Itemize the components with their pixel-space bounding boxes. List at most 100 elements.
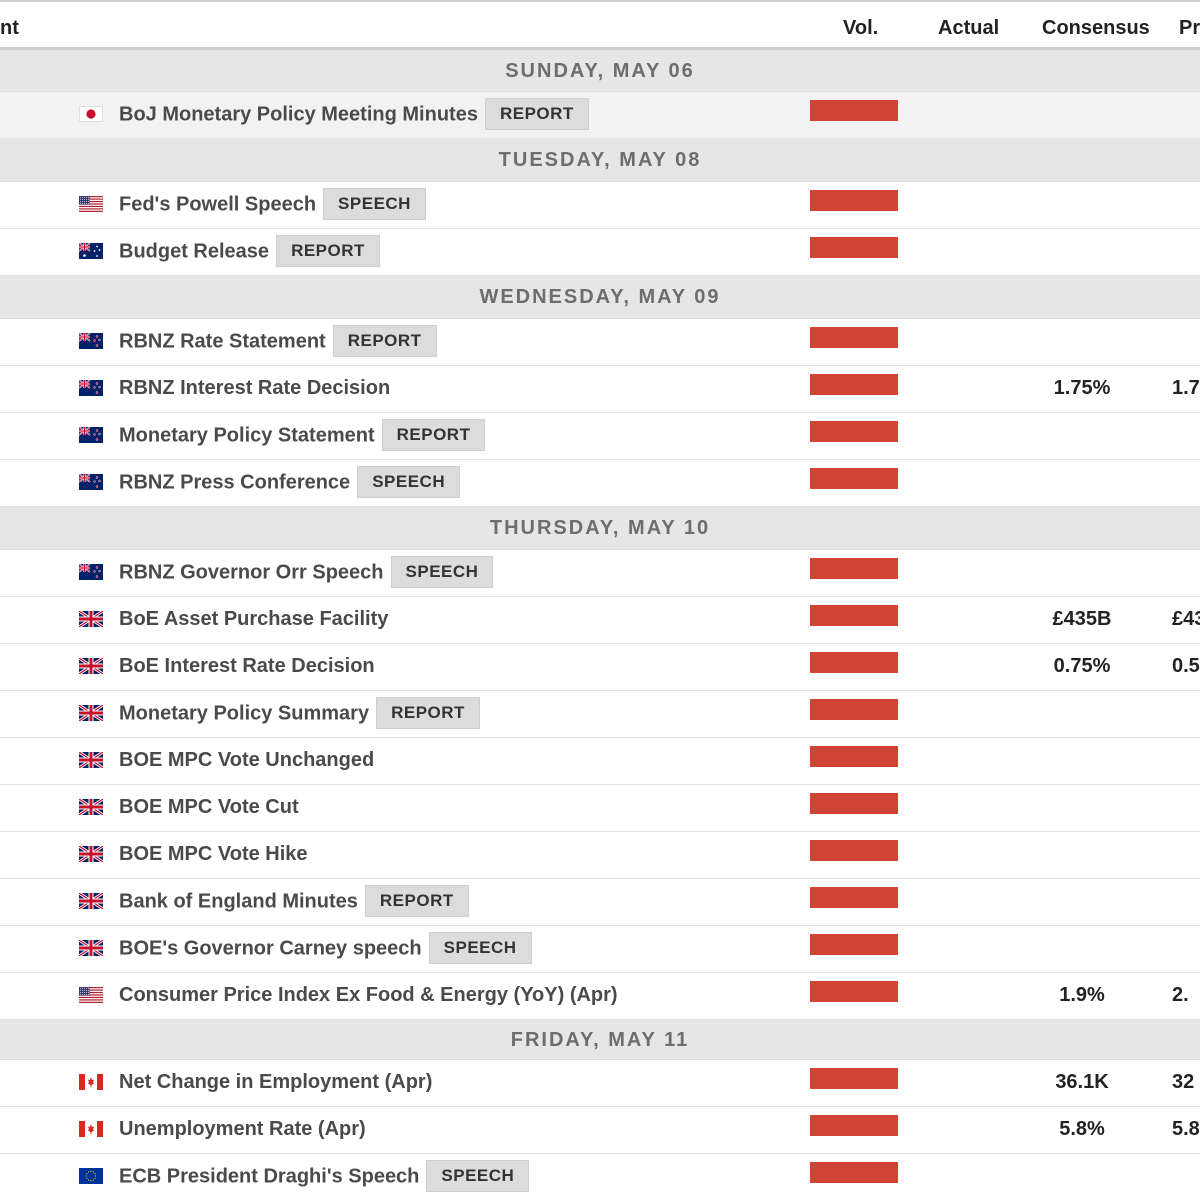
nz-flag-icon [79,333,103,349]
gb-flag-icon [79,705,103,721]
event-row[interactable]: RBNZ Rate Statement REPORT [0,319,1200,366]
event-title[interactable]: BOE MPC Vote Unchanged [119,749,374,772]
event-title[interactable]: ECB President Draghi's Speech SPEECH [119,1160,530,1193]
event-title[interactable]: Unemployment Rate (Apr) [119,1118,366,1141]
event-row[interactable]: BoE Interest Rate Decision 0.75% 0.5 [0,644,1200,691]
event-title-text[interactable]: RBNZ Press Conference [119,471,351,494]
event-title[interactable]: RBNZ Rate Statement REPORT [119,325,437,358]
event-title-text[interactable]: BOE MPC Vote Unchanged [119,749,375,771]
event-title-text[interactable]: RBNZ Interest Rate Decision [119,377,391,399]
gb-flag-icon [79,658,103,674]
event-title-text[interactable]: BoE Interest Rate Decision [119,655,375,677]
previous-value: 2. [1172,984,1189,1006]
nz-flag-icon [79,380,103,396]
event-row[interactable]: RBNZ Governor Orr Speech SPEECH [0,550,1200,597]
volatility-bar [810,981,898,1002]
day-header: SUNDAY, MAY 06 [0,50,1200,92]
previous-value: 32 [1172,1071,1195,1093]
event-title[interactable]: RBNZ Press Conference SPEECH [119,466,461,499]
event-title[interactable]: RBNZ Interest Rate Decision [119,377,390,400]
event-row[interactable]: BOE's Governor Carney speech SPEECH [0,926,1200,973]
event-title-text[interactable]: BOE's Governor Carney speech [119,937,422,960]
event-title-text[interactable]: RBNZ Governor Orr Speech [119,561,384,584]
event-row[interactable]: Unemployment Rate (Apr) 5.8% 5.8 [0,1107,1200,1154]
previous-value: £43 [1172,608,1200,630]
event-row[interactable]: Monetary Policy Statement REPORT [0,413,1200,460]
volatility-bar [810,190,898,211]
event-row[interactable]: RBNZ Press Conference SPEECH [0,460,1200,507]
event-title-text[interactable]: Bank of England Minutes [119,890,358,913]
event-row[interactable]: Fed's Powell Speech SPEECH [0,182,1200,229]
event-title[interactable]: Bank of England Minutes REPORT [119,885,469,918]
column-header-vol[interactable]: Vol. [843,17,879,39]
jp-flag-icon [79,106,103,122]
event-title[interactable]: Fed's Powell Speech SPEECH [119,188,426,221]
event-row[interactable]: BOE MPC Vote Hike [0,832,1200,879]
event-title[interactable]: Monetary Policy Statement REPORT [119,419,486,452]
consensus-value: 1.75% [1053,377,1111,399]
volatility-bar [810,237,898,258]
event-title-text[interactable]: Fed's Powell Speech [119,193,317,216]
gb-flag-icon [79,893,103,909]
event-title[interactable]: Net Change in Employment (Apr) [119,1071,432,1094]
event-title[interactable]: BoE Asset Purchase Facility [119,608,388,631]
event-title-text[interactable]: Net Change in Employment (Apr) [119,1071,433,1093]
column-header-event[interactable]: nt [0,17,19,39]
gb-flag-icon [79,940,103,956]
event-title-text[interactable]: Unemployment Rate (Apr) [119,1118,366,1140]
day-label: WEDNESDAY, MAY 09 [479,286,721,308]
event-row[interactable]: BOE MPC Vote Cut [0,785,1200,832]
event-title[interactable]: Consumer Price Index Ex Food & Energy (Y… [119,984,618,1007]
event-row[interactable]: Net Change in Employment (Apr) 36.1K 32 [0,1060,1200,1107]
previous-value: 5.8 [1172,1118,1200,1140]
volatility-bar [810,840,898,861]
volatility-bar [810,746,898,767]
event-title[interactable]: BoE Interest Rate Decision [119,655,375,678]
us-flag-icon [79,987,103,1003]
event-title-text[interactable]: Budget Release [119,240,270,263]
event-row[interactable]: BoJ Monetary Policy Meeting Minutes REPOR… [0,92,1200,139]
event-row[interactable]: RBNZ Interest Rate Decision 1.75% 1.7 [0,366,1200,413]
event-title-text[interactable]: Consumer Price Index Ex Food & Energy (Y… [119,984,618,1006]
column-header-actual[interactable]: Actual [938,17,1000,39]
event-row[interactable]: BoE Asset Purchase Facility £435B £43 [0,597,1200,644]
event-title-text[interactable]: BOE MPC Vote Hike [119,843,308,865]
gb-flag-icon [79,611,103,627]
event-row[interactable]: Budget Release REPORT [0,229,1200,276]
volatility-bar [810,887,898,908]
volatility-bar [810,100,898,121]
event-title[interactable]: RBNZ Governor Orr Speech SPEECH [119,556,494,589]
column-header-previous[interactable]: Pr [1179,17,1200,39]
event-title-text[interactable]: Monetary Policy Summary [119,702,370,725]
nz-flag-icon [79,427,103,443]
event-title[interactable]: Budget Release REPORT [119,235,380,268]
event-type-badge: REPORT [484,98,589,130]
gb-flag-icon [79,846,103,862]
event-title[interactable]: BOE's Governor Carney speech SPEECH [119,932,532,965]
event-row[interactable]: Consumer Price Index Ex Food & Energy (Y… [0,973,1200,1020]
event-row[interactable]: BOE MPC Vote Unchanged [0,738,1200,785]
day-label: THURSDAY, MAY 10 [489,517,711,539]
event-row[interactable]: Monetary Policy Summary REPORT [0,691,1200,738]
event-title-text[interactable]: ECB President Draghi's Speech [119,1165,420,1188]
event-title[interactable]: Monetary Policy Summary REPORT [119,697,480,730]
event-row[interactable]: Bank of England Minutes REPORT [0,879,1200,926]
nz-flag-icon [79,564,103,580]
us-flag-icon [79,196,103,212]
event-title-text[interactable]: BoJ Monetary Policy Meeting Minutes [119,103,478,126]
event-title[interactable]: BoJ Monetary Policy Meeting Minutes REPOR… [119,98,589,131]
event-type-badge: SPEECH [323,188,426,220]
event-title-text[interactable]: BoE Asset Purchase Facility [119,608,389,630]
event-title[interactable]: BOE MPC Vote Cut [119,796,299,819]
event-title-text[interactable]: RBNZ Rate Statement [119,330,326,353]
event-title-text[interactable]: BOE MPC Vote Cut [119,796,299,818]
event-row[interactable]: ECB President Draghi's Speech SPEECH [0,1154,1200,1200]
event-title[interactable]: BOE MPC Vote Hike [119,843,308,866]
volatility-bar [810,1068,898,1089]
volatility-bar [810,468,898,489]
column-header-consensus[interactable]: Consensus [1042,17,1150,39]
previous-value: 1.7 [1172,377,1200,399]
volatility-bar [810,1162,898,1183]
event-title-text[interactable]: Monetary Policy Statement [119,424,375,447]
